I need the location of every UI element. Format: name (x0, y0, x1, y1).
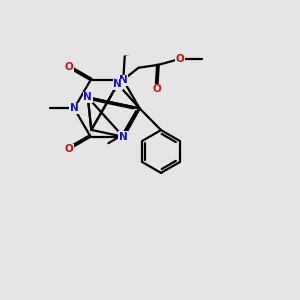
Text: O: O (153, 84, 162, 94)
Text: O: O (176, 54, 184, 64)
Text: O: O (64, 144, 73, 154)
Text: N: N (119, 75, 128, 85)
Text: N: N (119, 132, 128, 142)
Text: N: N (113, 79, 122, 89)
Text: N: N (83, 92, 92, 102)
Text: N: N (83, 92, 92, 102)
Text: N: N (70, 103, 79, 113)
Text: O: O (64, 62, 73, 72)
Text: methyl: methyl (125, 55, 130, 56)
